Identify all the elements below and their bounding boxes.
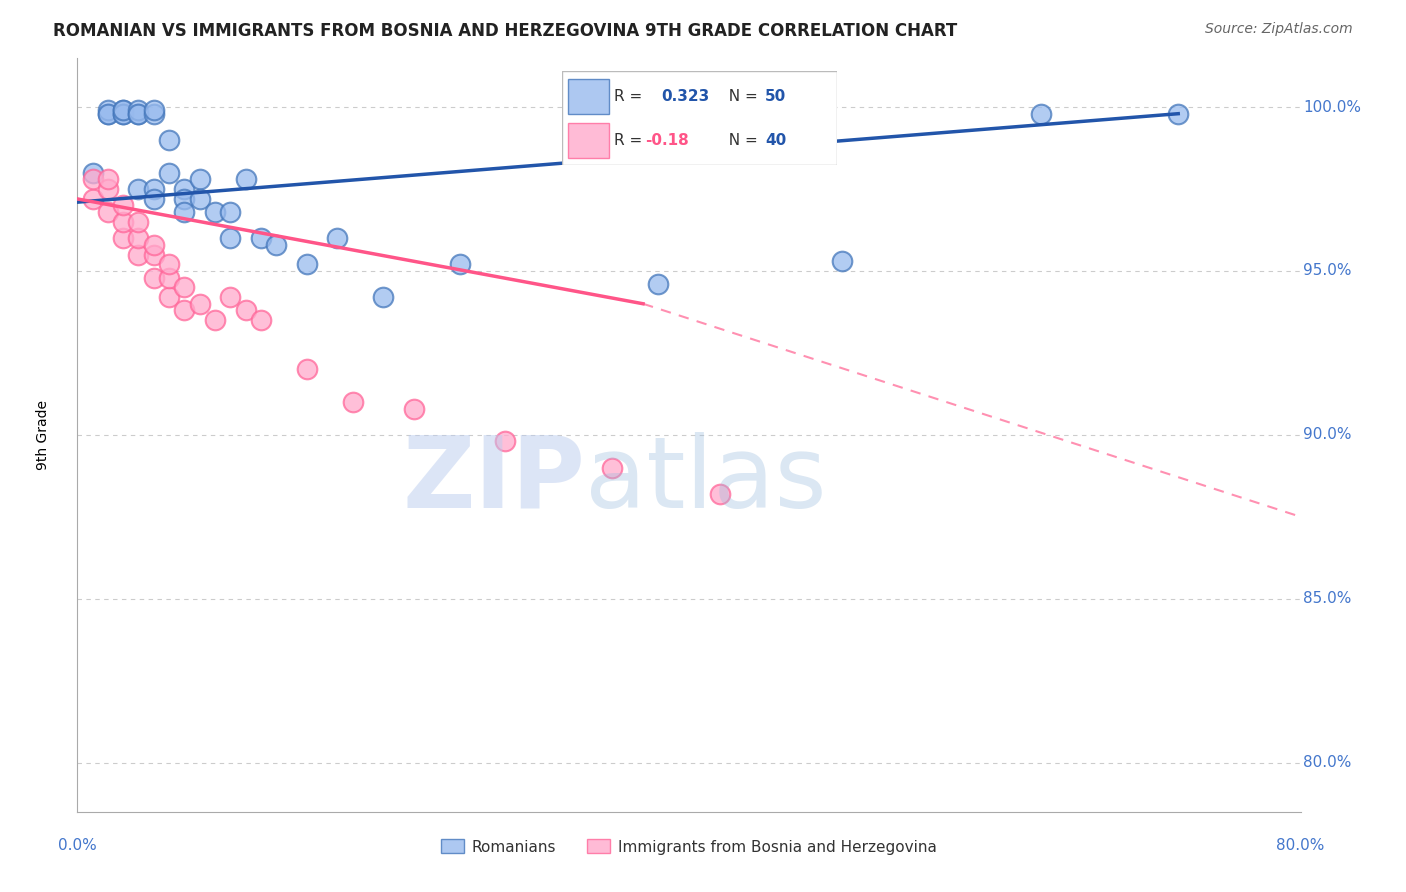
Text: -0.18: -0.18: [644, 133, 689, 148]
Text: 80.0%: 80.0%: [1303, 755, 1351, 770]
Text: 90.0%: 90.0%: [1303, 427, 1351, 442]
Point: [204, 313, 226, 327]
Point: [402, 401, 425, 416]
Point: [142, 192, 165, 206]
Point: [250, 313, 273, 327]
Point: [127, 215, 149, 229]
Point: [82, 192, 104, 206]
Point: [142, 182, 165, 196]
Legend: Romanians, Immigrants from Bosnia and Herzegovina: Romanians, Immigrants from Bosnia and He…: [436, 833, 942, 861]
Point: [112, 198, 135, 212]
Point: [82, 172, 104, 186]
Point: [142, 103, 165, 118]
Point: [157, 133, 180, 147]
Text: 50: 50: [765, 89, 786, 104]
FancyBboxPatch shape: [568, 123, 609, 159]
Point: [97, 172, 120, 186]
Point: [112, 231, 135, 245]
Point: [112, 215, 135, 229]
Point: [295, 362, 318, 376]
Point: [647, 277, 669, 291]
Point: [204, 205, 226, 219]
Point: [127, 182, 149, 196]
Point: [127, 247, 149, 261]
Point: [127, 231, 149, 245]
Point: [97, 103, 120, 118]
Point: [495, 434, 517, 449]
Text: 85.0%: 85.0%: [1303, 591, 1351, 607]
Point: [127, 106, 149, 120]
Text: 0.323: 0.323: [661, 89, 710, 104]
Point: [97, 106, 120, 120]
Point: [97, 106, 120, 120]
Point: [188, 172, 211, 186]
Text: N =: N =: [718, 89, 762, 104]
Point: [219, 290, 242, 304]
Text: R =: R =: [614, 133, 648, 148]
Point: [235, 303, 257, 318]
Point: [112, 103, 135, 118]
Text: 0.0%: 0.0%: [58, 838, 97, 853]
Point: [831, 254, 853, 268]
Point: [173, 303, 195, 318]
FancyBboxPatch shape: [568, 78, 609, 114]
Point: [142, 106, 165, 120]
Text: 40: 40: [765, 133, 786, 148]
Point: [112, 103, 135, 118]
Point: [82, 166, 104, 180]
Point: [602, 460, 624, 475]
Point: [264, 237, 287, 252]
Point: [1167, 106, 1189, 120]
FancyBboxPatch shape: [562, 71, 837, 165]
Point: [112, 106, 135, 120]
Text: atlas: atlas: [585, 432, 827, 529]
Text: 80.0%: 80.0%: [1277, 838, 1324, 853]
Point: [188, 297, 211, 311]
Point: [142, 247, 165, 261]
Point: [127, 106, 149, 120]
Text: N =: N =: [718, 133, 762, 148]
Point: [219, 231, 242, 245]
Point: [97, 205, 120, 219]
Point: [157, 290, 180, 304]
Point: [371, 290, 394, 304]
Text: 100.0%: 100.0%: [1303, 100, 1361, 115]
Point: [250, 231, 273, 245]
Point: [173, 182, 195, 196]
Point: [173, 280, 195, 294]
Point: [97, 182, 120, 196]
Point: [142, 270, 165, 285]
Point: [173, 192, 195, 206]
Point: [342, 395, 364, 409]
Point: [127, 103, 149, 118]
Point: [157, 166, 180, 180]
Point: [157, 270, 180, 285]
Text: 9th Grade: 9th Grade: [37, 400, 51, 470]
Point: [219, 205, 242, 219]
Point: [449, 257, 471, 271]
Text: ROMANIAN VS IMMIGRANTS FROM BOSNIA AND HERZEGOVINA 9TH GRADE CORRELATION CHART: ROMANIAN VS IMMIGRANTS FROM BOSNIA AND H…: [53, 22, 957, 40]
Text: Source: ZipAtlas.com: Source: ZipAtlas.com: [1205, 22, 1353, 37]
Point: [235, 172, 257, 186]
Point: [188, 192, 211, 206]
Text: 95.0%: 95.0%: [1303, 263, 1351, 278]
Point: [295, 257, 318, 271]
Point: [173, 205, 195, 219]
Point: [326, 231, 349, 245]
Point: [157, 257, 180, 271]
Text: R =: R =: [614, 89, 652, 104]
Point: [112, 106, 135, 120]
Text: ZIP: ZIP: [402, 432, 585, 529]
Point: [709, 487, 731, 501]
Point: [1029, 106, 1052, 120]
Point: [142, 237, 165, 252]
